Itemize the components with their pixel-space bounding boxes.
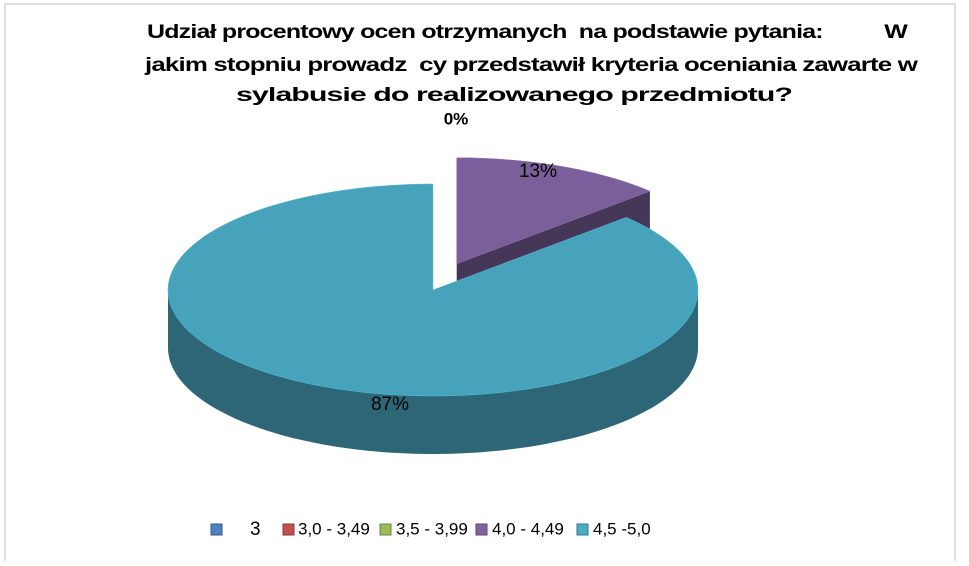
pie-slice	[167, 183, 699, 397]
chart-title: jakim stopniu prowadz cy przedstawił kry…	[144, 55, 918, 76]
legend-label: 4,0 - 4,49	[492, 519, 564, 538]
legend-label: 3,0 - 3,49	[298, 519, 370, 538]
chart-title: sylabusie do realizowanego przedmiotu?	[236, 85, 792, 106]
legend-marker	[475, 523, 488, 536]
legend-marker	[576, 523, 589, 536]
data-label: 13%	[519, 161, 557, 182]
chart-title: Udział procentowy ocen otrzymanych na po…	[147, 22, 908, 43]
legend-label: 3	[250, 519, 261, 540]
legend-marker	[282, 523, 295, 536]
legend-marker	[379, 523, 392, 536]
data-label: 87%	[371, 394, 409, 415]
pie-side	[168, 290, 698, 454]
legend-label: 4,5 -5,0	[593, 519, 651, 538]
legend-marker	[210, 523, 223, 536]
legend-label: 3,5 - 3,99	[396, 519, 468, 538]
data-label: 0%	[444, 109, 469, 128]
pie-slice	[456, 157, 651, 265]
